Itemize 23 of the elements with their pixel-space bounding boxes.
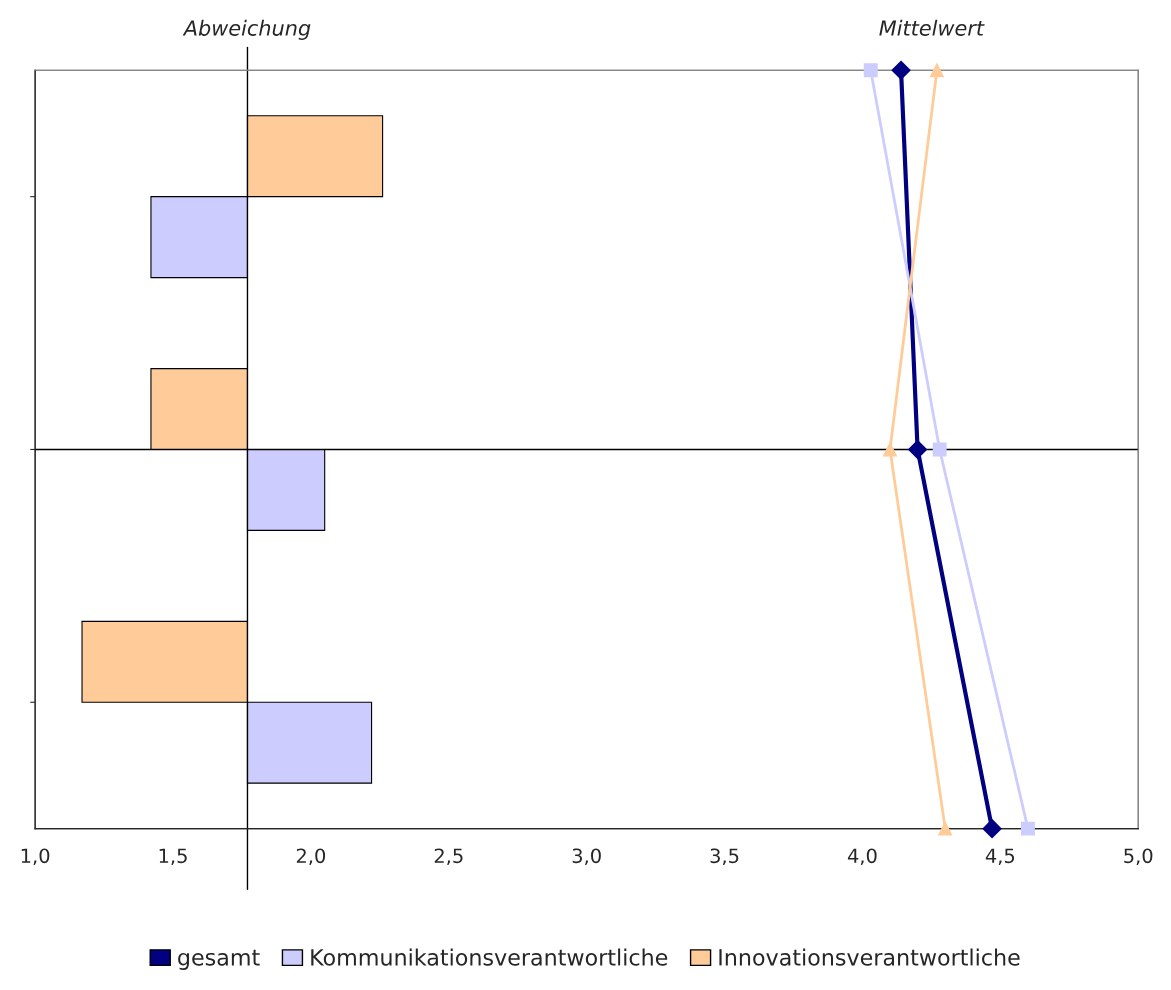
point — [938, 821, 953, 836]
legend-label: Innovationsverantwortliche — [719, 948, 1020, 966]
point — [982, 819, 1002, 839]
point — [1020, 821, 1035, 836]
legend-label: Kommunikationsverantwortliche — [311, 948, 668, 966]
x-tick-label: 4,0 — [847, 848, 877, 866]
x-tick-label: 2,5 — [434, 848, 463, 866]
x-tick-label: 2,0 — [296, 848, 326, 866]
x-tick-label: 1,5 — [159, 848, 187, 866]
x-tick-label: 3,0 — [572, 848, 601, 866]
x-tick-label: 3,5 — [710, 848, 739, 866]
text: Abweichung — [182, 19, 311, 40]
point — [932, 442, 947, 457]
point — [863, 63, 878, 78]
text: Mittelwert — [879, 19, 985, 36]
x-tick-label: 4,5 — [985, 848, 1015, 866]
point — [883, 442, 897, 457]
legend-label: gesamt — [178, 949, 260, 970]
x-tick-label: 5,0 — [1124, 848, 1153, 866]
point — [891, 60, 911, 80]
point — [908, 439, 928, 459]
point — [929, 63, 944, 78]
x-tick-label: 1,0 — [21, 848, 50, 866]
